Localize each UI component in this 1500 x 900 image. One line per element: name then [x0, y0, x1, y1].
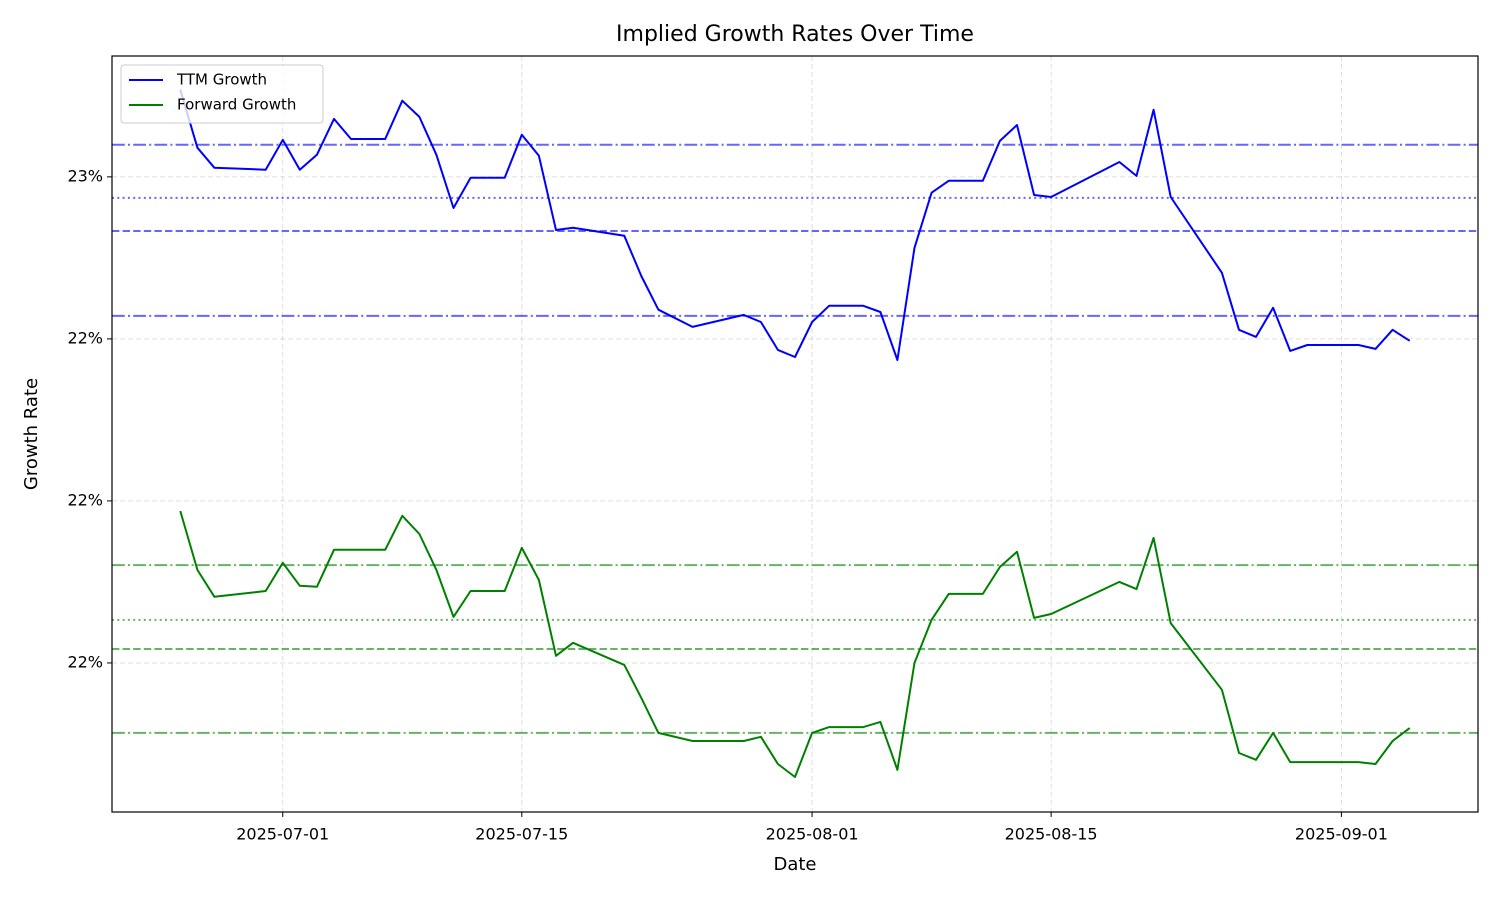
x-axis-label: Date [773, 854, 816, 875]
y-tick-label: 23% [67, 166, 103, 185]
y-axis-label: Growth Rate [21, 378, 42, 490]
data-line [179, 89, 1411, 361]
x-tick-label: 2025-08-01 [766, 825, 859, 844]
x-tick-label: 2025-07-01 [236, 825, 329, 844]
y-tick-label: 22% [67, 490, 103, 509]
y-tick-label: 22% [67, 652, 103, 671]
plot-frame [111, 55, 1479, 813]
legend-label: TTM Growth [176, 71, 267, 89]
y-tick-label: 22% [67, 328, 103, 347]
x-tick-label: 2025-09-01 [1295, 825, 1388, 844]
chart-title: Implied Growth Rates Over Time [616, 22, 974, 47]
legend-box [120, 64, 324, 124]
x-tick-label: 2025-08-15 [1005, 825, 1098, 844]
legend-label: Forward Growth [177, 96, 296, 114]
x-tick-label: 2025-07-15 [475, 825, 568, 844]
data-line [179, 510, 1411, 778]
